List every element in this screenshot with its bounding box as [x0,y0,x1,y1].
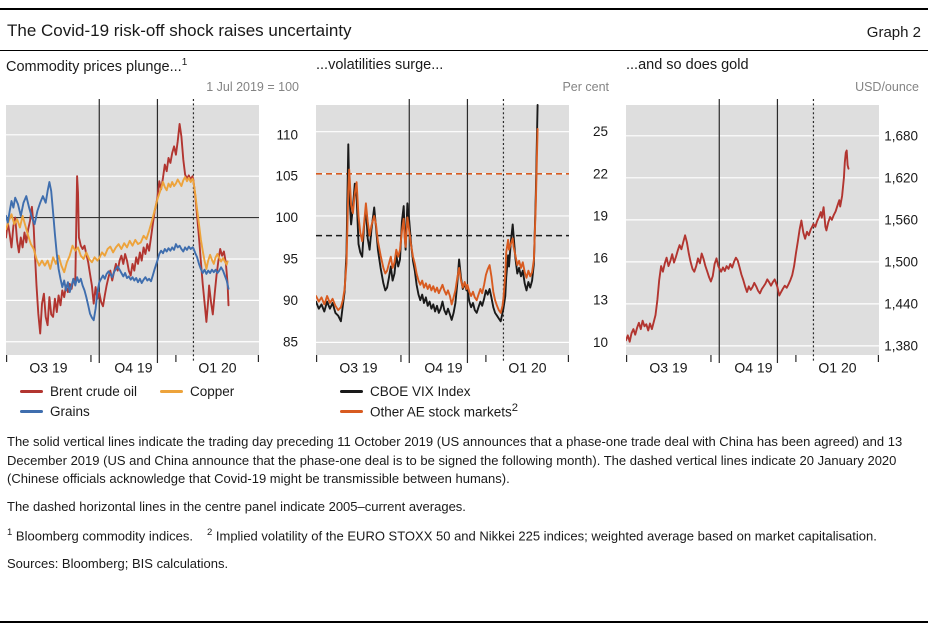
svg-text:1,440: 1,440 [884,296,918,311]
footnote-marker-1: 1 [181,57,188,68]
legend-item-grains: Grains [20,404,160,419]
svg-text:Q1 20: Q1 20 [508,360,546,374]
svg-text:85: 85 [283,334,298,349]
panel-title-commodities: Commodity prices plunge...1 [6,57,299,80]
panel-title-gold: ...and so does gold [626,57,919,80]
svg-text:1,620: 1,620 [884,170,918,185]
footnote-2-text: Implied volatility of the EURO STOXX 50 … [215,528,877,544]
svg-text:16: 16 [593,251,608,266]
page-title: The Covid-19 risk-off shock raises uncer… [7,21,352,40]
svg-text:95: 95 [283,251,298,266]
numbered-footnotes: 1 Bloomberg commodity indices. 2 Implied … [7,526,920,546]
bottom-rule [0,621,928,623]
commodity-prices-chart: 85 90 95 100 105 110 Q3 19 Q4 19 Q1 20 [6,99,298,374]
legend: Brent crude oil Copper Grains CBOE VIX I… [0,381,928,421]
svg-text:1,680: 1,680 [884,128,918,143]
gold-price-chart: 1,380 1,440 1,500 1,560 1,620 1,680 Q3 19 Q4 19… [626,99,918,374]
svg-text:13: 13 [593,293,608,308]
footnote-1-text: Bloomberg commodity indices. [15,528,193,544]
svg-text:105: 105 [275,169,298,184]
svg-text:Q3 19: Q3 19 [339,360,377,374]
svg-text:Q4 19: Q4 19 [734,360,772,374]
note-vertical-lines: The solid vertical lines indicate the tr… [7,434,903,487]
svg-text:1,380: 1,380 [884,338,918,353]
header-rule [0,50,928,51]
svg-text:19: 19 [593,208,608,223]
legend-group-volatilities: CBOE VIX Index Other AE stock markets2 [340,381,518,421]
panel-title-volatilities: ...volatilities surge... [316,57,609,80]
panel-title-text: Commodity prices plunge... [6,58,182,75]
svg-text:Q3 19: Q3 19 [649,360,687,374]
legend-label-text: Other AE stock markets [370,404,512,420]
sources-line: Sources: Bloomberg; BIS calculations. [7,555,229,571]
grains-line-swatch [20,409,43,413]
legend-label: Grains [50,403,90,419]
brent-line-swatch [20,389,43,393]
graph-number-label: Graph 2 [866,24,921,41]
svg-text:10: 10 [593,335,608,350]
panel-volatilities: ...volatilities surge... Per cent 10 13 16… [316,57,609,373]
legend-label: Copper [190,383,235,399]
svg-text:1,560: 1,560 [884,212,918,227]
axis-unit-label: Per cent [562,80,609,94]
svg-text:100: 100 [275,210,298,225]
footnotes: The solid vertical lines indicate the tr… [0,421,928,574]
ae-markets-line-swatch [340,409,363,413]
top-rule [0,8,928,10]
legend-group-commodities: Brent crude oil Copper Grains [20,381,307,421]
legend-item-vix: CBOE VIX Index [340,384,471,399]
footnote-2-marker: 2 [206,526,213,538]
axis-unit-label: USD/ounce [855,80,919,94]
panel-title-text: ...volatilities surge... [316,57,444,73]
footnote-marker-2: 2 [511,402,519,415]
legend-label: Other AE stock markets2 [370,402,518,420]
svg-text:Q3 19: Q3 19 [29,360,67,374]
volatility-chart: 10 13 16 19 22 25 Q3 19 Q4 19 Q1 20 [316,99,608,374]
panel-commodities: Commodity prices plunge...1 1 Jul 2019 =… [6,57,299,373]
note-horizontal-lines: The dashed horizontal lines in the centr… [7,499,466,515]
header: The Covid-19 risk-off shock raises uncer… [0,10,928,50]
copper-line-swatch [160,389,183,393]
chart-panels: Commodity prices plunge...1 1 Jul 2019 =… [0,51,928,373]
legend-label: CBOE VIX Index [370,383,471,399]
vix-line-swatch [340,389,363,393]
svg-text:110: 110 [276,127,298,142]
svg-text:22: 22 [593,166,608,181]
legend-item-copper: Copper [160,384,234,399]
svg-text:Q4 19: Q4 19 [424,360,462,374]
footnote-1-marker: 1 [7,526,13,538]
svg-text:25: 25 [593,124,608,139]
legend-label: Brent crude oil [50,383,138,399]
svg-text:90: 90 [283,293,298,308]
panel-gold: ...and so does gold USD/ounce 1,380 1,440… [626,57,919,373]
axis-unit-label: 1 Jul 2019 = 100 [206,80,299,94]
svg-text:Q4 19: Q4 19 [114,360,152,374]
svg-text:1,500: 1,500 [884,254,918,269]
svg-text:Q1 20: Q1 20 [198,360,236,374]
legend-item-brent: Brent crude oil [20,384,160,399]
legend-item-ae-markets: Other AE stock markets2 [340,402,518,420]
svg-text:Q1 20: Q1 20 [818,360,856,374]
panel-title-text: ...and so does gold [626,57,749,73]
